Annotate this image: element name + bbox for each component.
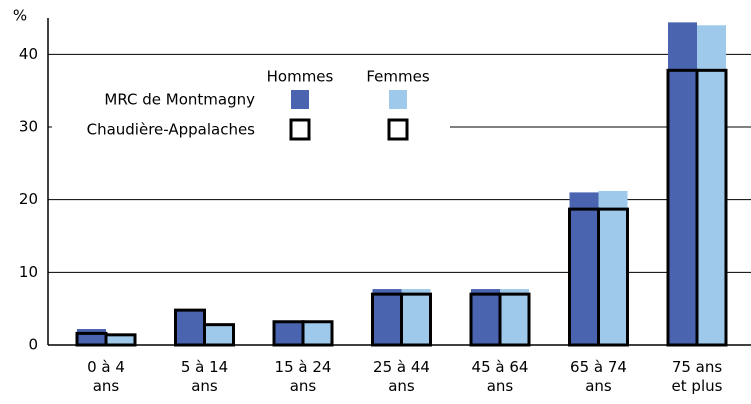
bar: [204, 324, 234, 345]
legend-background: [52, 62, 450, 144]
legend-swatch: [387, 118, 409, 141]
y-tick-label: 40: [19, 45, 38, 63]
x-tick-label: 15 à 24 ans: [274, 358, 332, 395]
bar: [274, 321, 303, 345]
x-tick-label: 75 ans et plus: [671, 358, 723, 395]
legend-label: MRC de Montmagny: [104, 91, 255, 109]
y-tick-label: 20: [19, 190, 38, 208]
bar: [569, 192, 599, 345]
bar: [598, 190, 628, 345]
x-tick-label: 5 à 14 ans: [180, 358, 229, 395]
bar: [500, 289, 529, 345]
y-axis-label: %: [13, 7, 27, 25]
bar: [77, 329, 106, 345]
x-tick-label: 25 à 44 ans: [373, 358, 430, 395]
x-tick-label: 0 à 4 ans: [87, 358, 125, 395]
legend-header: Femmes: [366, 68, 429, 86]
bar: [697, 25, 726, 346]
legend-header: Hommes: [267, 68, 334, 86]
bar: [303, 321, 332, 345]
bar: [668, 22, 697, 346]
y-tick-label: 30: [19, 118, 38, 136]
bar: [471, 289, 500, 345]
bar: [401, 289, 431, 345]
y-tick-label: 0: [28, 336, 38, 354]
legend-label: Chaudière-Appalaches: [87, 121, 256, 139]
bar: [175, 310, 205, 345]
x-tick-label: 45 à 64 ans: [471, 358, 529, 395]
legend-swatch: [291, 90, 309, 109]
legend-swatch: [289, 118, 311, 141]
y-tick-label: 10: [19, 263, 38, 281]
x-tick-label: 65 à 74 ans: [570, 358, 627, 395]
bar: [372, 289, 402, 345]
bar: [106, 334, 135, 345]
legend-swatch: [389, 90, 407, 109]
